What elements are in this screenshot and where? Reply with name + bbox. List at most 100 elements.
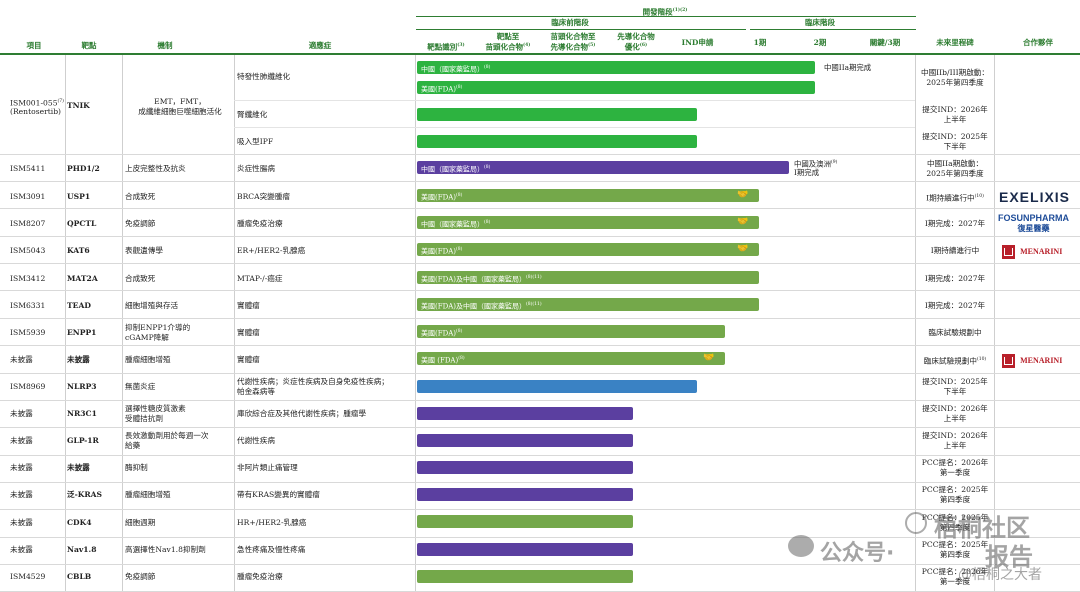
milestone: I期持續進行中 bbox=[930, 246, 980, 255]
pipeline-bar bbox=[417, 461, 633, 474]
pipeline-bar bbox=[417, 407, 633, 420]
col-ind: IND申請 bbox=[681, 38, 714, 47]
indication: ER+/HER2-乳腺癌 bbox=[237, 246, 306, 255]
project-code: ISM5411 bbox=[10, 164, 46, 173]
pipeline-bar: 美國(FDA)(8) bbox=[417, 189, 759, 202]
col-phase3: 關鍵/3期 bbox=[869, 38, 901, 47]
indication: 特發性肺纖維化 bbox=[237, 72, 291, 81]
milestone: 提交IND：2026年 上半年 bbox=[922, 105, 988, 124]
grid-vline bbox=[415, 55, 416, 592]
project-code: ISM8969 bbox=[10, 382, 46, 391]
milestone: I期持續進行中(10) bbox=[926, 193, 984, 203]
indication: MTAP-/-癌症 bbox=[237, 274, 283, 283]
indication: 吸入型IPF bbox=[237, 137, 274, 146]
mechanism: 選擇性糖皮質激素 受體拮抗劑 bbox=[125, 404, 186, 423]
mechanism: 無菌炎症 bbox=[125, 382, 156, 391]
project-code: ISM5043 bbox=[10, 246, 46, 255]
pipeline-bar: 美國(FDA)(8) bbox=[417, 243, 759, 256]
row-divider bbox=[0, 181, 1080, 182]
clinical-header: 臨床階段 bbox=[805, 18, 835, 27]
project-code: 未披露 bbox=[10, 436, 33, 445]
col-optimization: 先導化合物 優化(6) bbox=[617, 32, 655, 52]
col-phase2: 2期 bbox=[813, 38, 827, 47]
project-code: ISM3412 bbox=[10, 274, 46, 283]
target-name: TNIK bbox=[67, 101, 90, 110]
milestone: PCC提名：2025年 第四季度 bbox=[921, 485, 989, 504]
milestone: 提交IND：2026年 上半年 bbox=[922, 431, 988, 450]
indication: BRCA突變腫瘤 bbox=[237, 192, 290, 201]
target-name: CBLB bbox=[67, 572, 92, 581]
pipeline-bar bbox=[417, 515, 633, 528]
col-lead: 苗頭化合物至 先導化合物(5) bbox=[550, 32, 596, 52]
project-code: ISM4529 bbox=[10, 572, 46, 581]
mechanism: 合成致死 bbox=[125, 274, 156, 283]
target-name: KAT6 bbox=[67, 246, 90, 255]
grid-vline bbox=[915, 55, 916, 592]
wechat-icon bbox=[788, 535, 814, 557]
indication: 帶有KRAS變異的實體瘤 bbox=[237, 490, 320, 499]
mechanism: 長效激動劑用於每週一次 給藥 bbox=[125, 431, 209, 450]
project-code: 未披露 bbox=[10, 545, 33, 554]
row-divider bbox=[0, 509, 1080, 510]
project-code: 未披露 bbox=[10, 409, 33, 418]
milestone: I期完成：2027年 bbox=[924, 219, 986, 228]
pipeline-bar: 美國 (FDA)(8) bbox=[417, 352, 725, 365]
mechanism: 腫瘤細胞增殖 bbox=[125, 355, 171, 364]
target-name: 未披露 bbox=[67, 463, 90, 472]
col-indication: 適應症 bbox=[308, 41, 332, 50]
row-divider bbox=[0, 564, 1080, 565]
fosun-pharma-logo: FOSUNPHARMA 復星醫藥 bbox=[998, 213, 1069, 233]
mechanism: 表觀遺傳學 bbox=[125, 246, 163, 255]
watermark-circle-icon bbox=[905, 512, 927, 534]
milestone: 中國IIa期啟動： 2025年第四季度 bbox=[926, 159, 984, 178]
indication: HR+/HER2-乳腺癌 bbox=[237, 518, 307, 527]
divider bbox=[416, 29, 746, 30]
target-name: CDK4 bbox=[67, 518, 92, 527]
grid-vline bbox=[234, 55, 235, 592]
grid-vline bbox=[65, 55, 66, 592]
pipeline-bar bbox=[417, 135, 697, 148]
divider bbox=[416, 16, 916, 17]
target-name: USP1 bbox=[67, 192, 91, 201]
col-hit: 靶點至 苗頭化合物(4) bbox=[485, 32, 531, 52]
watermark-handle: @梧桐之大者 bbox=[958, 567, 1042, 583]
milestone: 臨床試驗規劃中 bbox=[928, 328, 982, 337]
row-divider bbox=[0, 263, 1080, 264]
mechanism: 抑制ENPP1介導的 cGAMP降解 bbox=[125, 323, 191, 342]
project-code: 未披露 bbox=[10, 355, 33, 364]
indication: 實體瘤 bbox=[237, 301, 260, 310]
milestone: PCC提名：2025年 第四季度 bbox=[921, 513, 989, 532]
milestone: 提交IND：2026年 上半年 bbox=[922, 404, 988, 423]
col-code: 項目 bbox=[26, 41, 42, 50]
menarini-logo: MENARINI bbox=[1002, 241, 1062, 260]
handshake-icon: 🤝 bbox=[737, 217, 749, 227]
pipeline-bar: 美國(FDA)(8) bbox=[417, 325, 725, 338]
indication: 實體瘤 bbox=[237, 355, 260, 364]
row-divider bbox=[0, 154, 1080, 155]
mechanism: 免疫調節 bbox=[125, 572, 156, 581]
row-divider bbox=[0, 373, 1080, 374]
target-name: TEAD bbox=[67, 301, 91, 310]
pipeline-bar bbox=[417, 434, 633, 447]
target-name: 未披露 bbox=[67, 355, 90, 364]
target-name: NR3C1 bbox=[67, 409, 97, 418]
pipeline-bar bbox=[417, 570, 633, 583]
target-name: NLRP3 bbox=[67, 382, 97, 391]
project-code: ISM8207 bbox=[10, 219, 46, 228]
milestone: I期完成：2027年 bbox=[924, 301, 986, 310]
row-divider bbox=[0, 400, 1080, 401]
project-code: 未披露 bbox=[10, 490, 33, 499]
milestone: 中國IIb/III期啟動： 2025年第四季度 bbox=[921, 68, 989, 87]
grid-vline bbox=[994, 55, 995, 592]
indication: 炎症性腸病 bbox=[237, 164, 275, 173]
mechanism: 酶抑制 bbox=[125, 463, 148, 472]
preclinical-header: 臨床前階段 bbox=[551, 18, 589, 27]
indication: 急性疼痛及慢性疼痛 bbox=[237, 545, 306, 554]
target-name: PHD1/2 bbox=[67, 164, 100, 173]
indication: 非阿片類止痛管理 bbox=[237, 463, 298, 472]
project-code: ISM6331 bbox=[10, 301, 46, 310]
mechanism: EMT，FMT， 成纖維細胞巨噬細胞活化 bbox=[138, 97, 222, 116]
milestone: PCC提名：2026年 第一季度 bbox=[921, 567, 989, 586]
mechanism: 上皮完整性及抗炎 bbox=[125, 164, 186, 173]
target-name: ENPP1 bbox=[67, 328, 97, 337]
